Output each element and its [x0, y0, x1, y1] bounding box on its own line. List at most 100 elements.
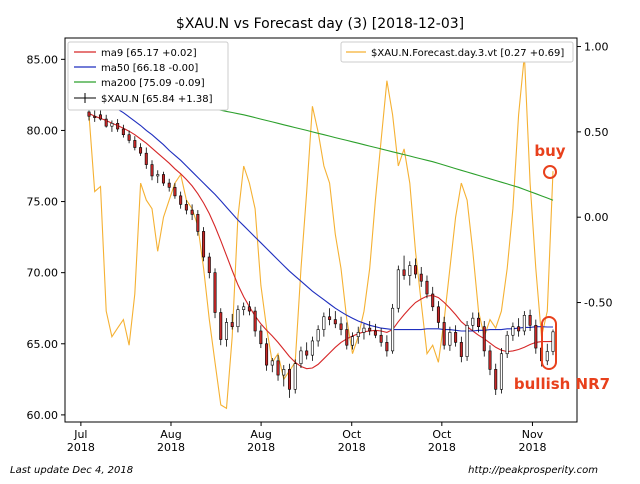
- legend-forecast-label: $XAU.N.Forecast.day.3.vt [0.27 +0.69]: [371, 48, 564, 59]
- candle: [161, 171, 165, 186]
- legend-ma9-label: ma9 [65.17 +0.02]: [101, 48, 197, 59]
- candle-body: [87, 111, 91, 117]
- candle: [184, 200, 188, 215]
- y-left-tick-label: 70.00: [27, 267, 59, 280]
- y-axis-left: 60.00 65.00 70.00 75.00 80.00 85.00: [27, 53, 65, 422]
- y-left-tick-label: 75.00: [27, 196, 59, 209]
- y-left-tick-label: 85.00: [27, 53, 59, 66]
- candle-body: [454, 332, 458, 343]
- candle: [368, 321, 372, 336]
- candle-body: [98, 114, 102, 120]
- candle-body: [459, 342, 463, 357]
- candle: [448, 326, 452, 351]
- candle: [351, 332, 355, 350]
- candle: [242, 302, 246, 316]
- candle-body: [110, 123, 114, 127]
- candle-body: [173, 187, 177, 197]
- candle: [98, 110, 102, 121]
- candle-body: [482, 326, 486, 352]
- candle-body: [408, 265, 412, 276]
- candle: [104, 114, 108, 128]
- candle-body: [517, 326, 521, 332]
- x-tick-label: Oct: [342, 428, 362, 441]
- candle-body: [253, 310, 257, 332]
- y-left-tick-label: 60.00: [27, 409, 59, 422]
- legend-left: ma9 [65.17 +0.02] ma50 [66.18 -0.00] ma2…: [67, 41, 229, 111]
- candle: [167, 178, 171, 192]
- candle: [213, 268, 217, 319]
- y-right-tick-label: 0.00: [584, 211, 609, 224]
- candle-body: [282, 369, 286, 376]
- candle: [253, 306, 257, 337]
- candle-body: [133, 140, 137, 148]
- candle-body: [545, 351, 549, 362]
- candle-body: [499, 353, 503, 390]
- candle: [436, 301, 440, 329]
- candle-body: [196, 214, 200, 232]
- footer-source-url: http://peakprosperity.com: [468, 465, 598, 476]
- y-axis-right: -0.50 0.00 0.50 1.00: [577, 41, 612, 310]
- candle-body: [436, 306, 440, 323]
- candle-body: [328, 316, 332, 320]
- candle: [454, 325, 458, 347]
- candle: [196, 210, 200, 236]
- candle-body: [431, 293, 435, 308]
- candle-body: [534, 324, 538, 349]
- candle-body: [265, 343, 269, 366]
- candle-body: [356, 332, 360, 337]
- candle-body: [505, 334, 509, 355]
- candle: [328, 308, 332, 326]
- x-axis: Jul2018Aug2018Aug2018Oct2018Oct2018Nov20…: [67, 422, 546, 454]
- candle: [517, 318, 521, 337]
- candle-body: [511, 326, 515, 336]
- candle: [488, 345, 492, 376]
- candle: [459, 336, 463, 363]
- candle-body: [425, 280, 429, 295]
- candle: [356, 326, 360, 344]
- candle: [385, 335, 389, 357]
- candle: [150, 160, 154, 181]
- x-tick-label: 2018: [428, 441, 456, 454]
- candle: [425, 275, 429, 299]
- candle-body: [139, 147, 143, 154]
- candle: [345, 322, 349, 350]
- candle: [259, 325, 263, 349]
- candle-body: [448, 332, 452, 346]
- candle: [93, 110, 97, 122]
- candle-body: [471, 317, 475, 326]
- candle-body: [161, 174, 165, 184]
- candle-body: [442, 322, 446, 346]
- candle: [511, 322, 515, 341]
- candle-body: [351, 336, 355, 346]
- candle: [236, 305, 240, 333]
- candle-body: [305, 350, 309, 356]
- candle: [373, 323, 377, 339]
- candle-body: [167, 182, 171, 188]
- candle: [505, 330, 509, 358]
- x-tick-label: 2018: [247, 441, 275, 454]
- x-tick-label: 2018: [67, 441, 95, 454]
- candle: [379, 328, 383, 347]
- candle-body: [373, 330, 377, 336]
- candle: [133, 136, 137, 151]
- candle-body: [333, 319, 337, 325]
- candle-body: [477, 317, 481, 328]
- candle: [265, 338, 269, 371]
- x-tick-label: Jul: [73, 428, 87, 441]
- candle: [127, 130, 131, 144]
- candle: [247, 301, 251, 316]
- candle-body: [219, 312, 223, 340]
- legend-right-box: [340, 41, 574, 63]
- candle: [207, 252, 211, 279]
- candle-body: [190, 209, 194, 215]
- candle: [408, 261, 412, 286]
- candle-body: [322, 316, 326, 330]
- candle: [333, 311, 337, 329]
- candle: [419, 266, 423, 287]
- candle-body: [379, 334, 383, 343]
- candle: [322, 312, 326, 337]
- candle: [442, 316, 446, 350]
- candle: [494, 363, 498, 395]
- candle: [431, 286, 435, 312]
- candle: [396, 265, 400, 313]
